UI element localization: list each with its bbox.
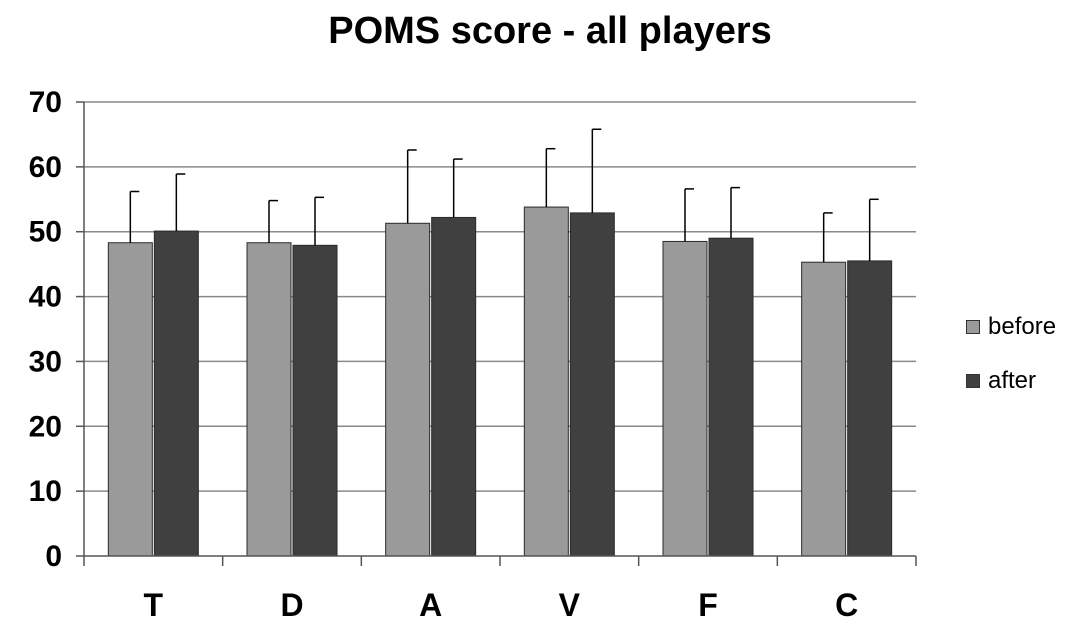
x-tick-label-A: A: [419, 587, 442, 623]
y-tick-label-30: 30: [29, 345, 62, 378]
legend-label-after: after: [988, 367, 1037, 394]
legend-swatch-after: [966, 374, 980, 388]
bar-before-F: [662, 240, 708, 557]
tick-labels: 0 10 20 30 40 50 60 70 T D A V F C: [29, 86, 859, 623]
bar-before-V: [523, 206, 569, 557]
bars: [107, 206, 893, 557]
axes: [76, 101, 917, 566]
legend-item-after: after: [966, 364, 1056, 398]
y-tick-label-50: 50: [29, 216, 62, 249]
legend-label-before: before: [988, 313, 1057, 340]
y-tick-label-20: 20: [29, 410, 62, 443]
y-tick-label-40: 40: [29, 281, 62, 314]
bar-after-C: [847, 260, 893, 557]
bar-before-D: [246, 242, 292, 557]
x-tick-label-T: T: [144, 587, 164, 623]
legend-swatch-before: [966, 320, 980, 334]
bar-before-T: [107, 242, 153, 557]
error-bars: [129, 128, 879, 263]
bar-before-A: [385, 222, 431, 557]
x-tick-label-F: F: [698, 587, 718, 623]
bar-after-D: [292, 244, 338, 557]
x-tick-label-V: V: [559, 587, 581, 623]
y-tick-label-0: 0: [45, 540, 62, 573]
legend-item-before: before: [966, 310, 1056, 344]
chart-title: POMS score - all players: [328, 10, 772, 52]
gridlines: [84, 101, 916, 492]
y-tick-label-70: 70: [29, 86, 62, 119]
x-tick-label-C: C: [835, 587, 858, 623]
bar-before-C: [801, 261, 847, 557]
bar-after-T: [153, 230, 199, 557]
x-tick-label-D: D: [280, 587, 303, 623]
legend: before after: [966, 310, 1056, 418]
bar-after-V: [569, 212, 615, 557]
y-tick-label-60: 60: [29, 151, 62, 184]
bar-after-F: [708, 237, 754, 557]
bar-after-A: [431, 216, 477, 557]
y-tick-label-10: 10: [29, 475, 62, 508]
